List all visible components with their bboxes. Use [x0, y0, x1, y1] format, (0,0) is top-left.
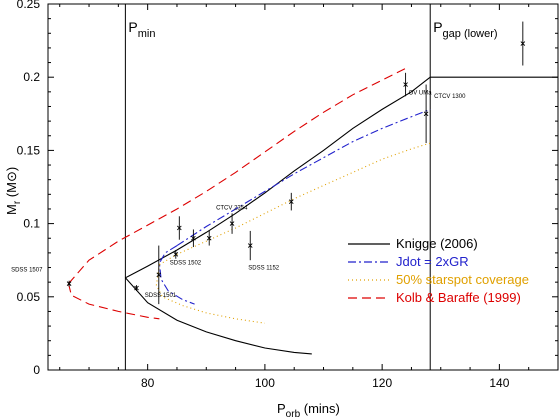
series-0-segment-1 [124, 277, 312, 355]
point-marker-b-9 [288, 199, 294, 204]
point-label-1: SDSS 1501 [145, 293, 177, 299]
series-2-segment-1 [155, 264, 265, 324]
vline-label-0: Pmin [128, 19, 155, 40]
legend-label-1: Jdot = 2xGR [396, 254, 469, 269]
y-tick-label-4: 0.2 [23, 70, 40, 84]
x-tick-label-1: 100 [255, 376, 275, 390]
point-label-8: SDSS 1152 [248, 266, 280, 272]
y-axis-label-tail: (M [4, 182, 19, 201]
point-marker-b-6 [206, 235, 212, 241]
y-axis-label-sub: r [12, 200, 23, 204]
y-axis-label-main: M [4, 204, 19, 215]
vline-label-1: Pgap (lower) [433, 19, 497, 40]
point-label-7: CTCV 2354 [216, 206, 248, 212]
plot-frame [47, 3, 559, 371]
vline-label-sub-1: gap (lower) [443, 28, 498, 40]
x-axis-label-sub: orb [286, 409, 301, 420]
x-tick-label-0: 80 [141, 376, 155, 390]
x-axis-label-main: P [277, 401, 286, 416]
y-tick-label-5: 0.25 [17, 0, 41, 11]
series-2-segment-0 [159, 142, 431, 266]
point-marker-b-10 [403, 82, 408, 87]
legend-label-0: Knigge (2006) [396, 236, 478, 251]
point-marker-b-7 [229, 221, 235, 226]
point-marker-b-1 [156, 272, 162, 278]
series-3-segment-1 [67, 283, 160, 320]
vline-label-main-0: P [128, 19, 137, 35]
point-marker-b-4 [176, 225, 182, 231]
point-marker-b-3 [134, 285, 139, 291]
point-marker-b-0 [66, 281, 72, 286]
y-axis-label-sun: ⊙ [4, 171, 19, 182]
y-tick-label-1: 0.05 [17, 290, 41, 304]
vline-label-sub-0: min [138, 28, 156, 40]
point-label-10: OV UMa [409, 91, 433, 97]
vline-label-main-1: P [433, 19, 442, 35]
point-marker-b-5 [191, 235, 196, 241]
point-label-11: CTCV 1300 [434, 94, 466, 100]
legend-label-2: 50% starspot coverage [396, 272, 529, 287]
series-3-segment-0 [68, 67, 406, 284]
y-tick-label-0: 0 [33, 363, 40, 377]
y-tick-label-2: 0.1 [23, 217, 40, 231]
y-tick-label-3: 0.15 [17, 143, 41, 157]
x-axis-label: Porb (mins) [277, 401, 340, 420]
point-marker-b-12 [520, 41, 526, 46]
legend-label-3: Kolb & Baraffe (1999) [396, 290, 521, 305]
x-axis-label-tail: (mins) [300, 401, 340, 416]
point-marker-b-2 [173, 252, 179, 257]
y-axis-label-close: ) [4, 167, 19, 171]
y-axis-label: Mr (M⊙) [4, 167, 23, 215]
x-tick-label-3: 140 [489, 376, 509, 390]
series-0-segment-0 [125, 76, 558, 279]
x-tick-label-2: 120 [372, 376, 392, 390]
point-marker-b-11 [423, 111, 429, 117]
point-marker-b-8 [247, 243, 253, 248]
point-label-0: SDSS 1507 [11, 268, 43, 274]
point-label-2: SDSS 1502 [170, 260, 202, 266]
series-1-segment-0 [176, 108, 431, 247]
